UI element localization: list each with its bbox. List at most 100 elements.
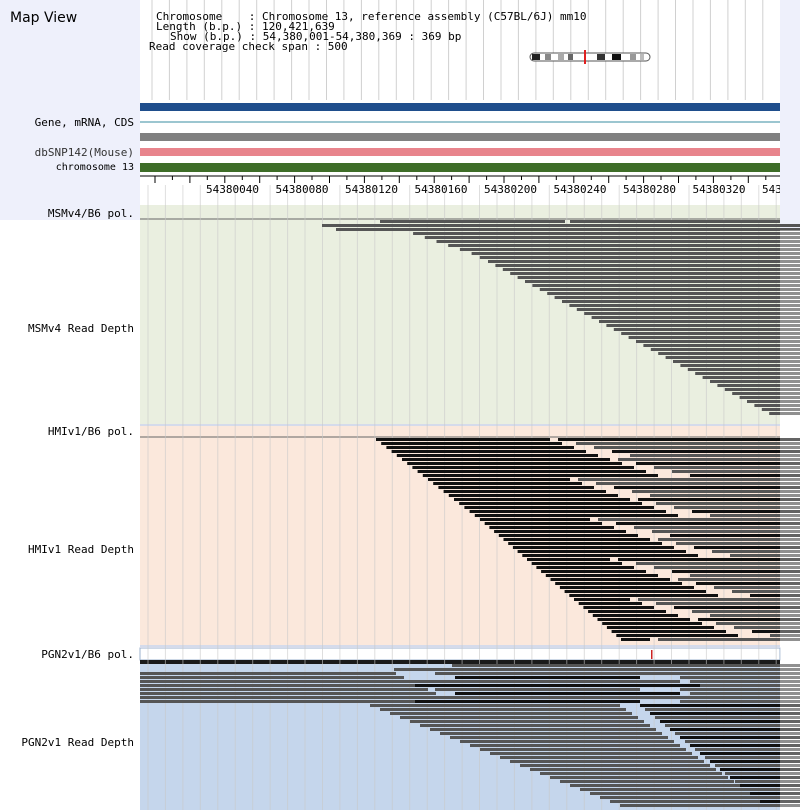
read-bar	[448, 244, 800, 247]
read-bar	[503, 538, 650, 541]
read-bar	[510, 760, 704, 763]
read-bar	[395, 680, 680, 683]
read-bar	[539, 288, 800, 291]
read-bar	[760, 800, 800, 803]
read-bar	[435, 688, 640, 691]
read-bar	[490, 752, 692, 755]
read-bar	[140, 700, 452, 703]
ideogram-band	[568, 54, 573, 60]
read-bar	[674, 506, 800, 509]
read-bar	[658, 638, 800, 641]
read-bar	[606, 324, 800, 327]
panel-label-bg	[0, 660, 140, 810]
read-bar	[532, 284, 800, 287]
read-bar	[391, 450, 586, 453]
read-bar	[616, 522, 800, 525]
read-bar	[443, 490, 606, 493]
read-bar	[540, 772, 722, 775]
read-bar	[600, 796, 758, 799]
hmi-pol-label: HMIv1/B6 pol.	[47, 425, 134, 438]
panel-label-bg	[0, 425, 140, 648]
read-bar	[690, 574, 800, 577]
show-range-info: Show (b.p.) : 54,380,001-54,380,369 : 36…	[170, 30, 462, 43]
read-bar	[536, 566, 634, 569]
read-bar	[380, 220, 565, 223]
read-bar	[645, 708, 800, 711]
read-bar	[618, 558, 800, 561]
read-bar	[761, 408, 800, 411]
read-bar	[765, 804, 800, 807]
read-bar	[660, 720, 800, 723]
read-bar	[630, 454, 800, 457]
read-bar	[658, 352, 800, 355]
chromosome-info: Chromosome : Chromosome 13, reference as…	[156, 10, 587, 23]
read-bar	[714, 586, 800, 589]
page-title: Map View	[10, 10, 78, 26]
read-bar	[520, 764, 710, 767]
pgn-pol-track	[139, 647, 781, 661]
read-bar	[433, 482, 582, 485]
read-bar	[576, 442, 800, 445]
read-bar	[695, 372, 800, 375]
read-bar	[769, 412, 800, 415]
read-bar	[555, 582, 682, 585]
read-bar	[692, 510, 800, 513]
read-bar	[525, 280, 800, 283]
read-bar	[690, 474, 800, 477]
read-bar	[480, 748, 686, 751]
read-bar	[508, 542, 662, 545]
ideogram-band	[545, 54, 551, 60]
cds-bar	[140, 133, 780, 141]
read-bar	[670, 534, 800, 537]
read-bar	[564, 590, 706, 593]
read-bar	[570, 784, 740, 787]
read-bar	[450, 736, 668, 739]
read-bar	[692, 610, 800, 613]
read-bar	[400, 716, 638, 719]
read-bar	[381, 442, 562, 445]
read-bar	[386, 446, 574, 449]
read-bar	[474, 514, 678, 517]
read-bar	[675, 732, 800, 735]
read-bar	[469, 510, 666, 513]
read-bar	[484, 522, 602, 525]
read-bar	[140, 684, 420, 687]
read-bar	[559, 586, 694, 589]
read-bar	[598, 518, 800, 521]
ideogram-band	[640, 54, 644, 60]
read-bar	[698, 618, 800, 621]
read-bar	[498, 534, 638, 537]
read-bar	[754, 404, 800, 407]
ruler-tick-label: 54380320	[693, 183, 746, 196]
read-bar	[578, 602, 642, 605]
read-bar	[500, 756, 698, 759]
read-bar	[636, 462, 800, 465]
ruler-tick-label: 54380160	[415, 183, 468, 196]
read-bar	[745, 788, 800, 791]
read-bar	[652, 530, 800, 533]
read-bar	[531, 562, 622, 565]
read-bar	[584, 312, 800, 315]
read-bar	[322, 224, 800, 227]
hmi-reads	[376, 438, 800, 641]
read-bar	[700, 684, 800, 687]
msm-pol-track	[140, 205, 780, 220]
read-bar	[687, 368, 800, 371]
msm-depth-label: MSMv4 Read Depth	[28, 322, 134, 335]
gene-bar	[140, 103, 780, 111]
read-bar	[455, 676, 640, 679]
ruler-tick-label: 54380240	[554, 183, 607, 196]
read-bar	[650, 712, 800, 715]
read-bar	[665, 724, 800, 727]
read-bar	[562, 300, 800, 303]
read-bar	[632, 490, 800, 493]
read-bar	[488, 260, 800, 263]
panel-label-bg	[0, 220, 140, 425]
ruler-tick-label: 54380120	[345, 183, 398, 196]
read-bar	[512, 546, 674, 549]
read-bar	[755, 796, 800, 799]
read-bar	[550, 578, 670, 581]
read-bar	[502, 268, 800, 271]
read-bar	[395, 696, 720, 699]
